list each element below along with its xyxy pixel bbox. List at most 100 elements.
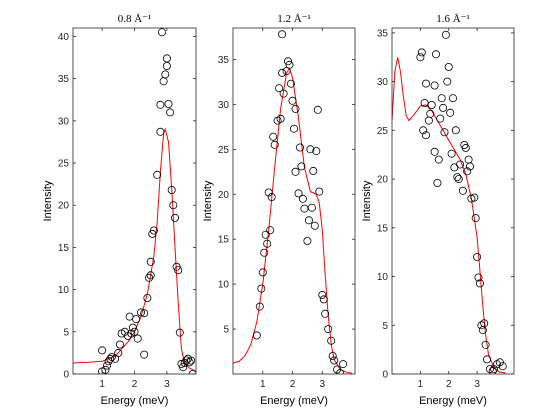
data-point (146, 271, 155, 280)
data-point (315, 187, 324, 196)
data-point (166, 108, 175, 117)
data-point (266, 226, 275, 235)
data-point (427, 101, 436, 110)
data-point (303, 236, 312, 245)
data-point (101, 365, 110, 374)
y-axis-label: Intensity (202, 180, 214, 221)
data-point (446, 108, 455, 117)
data-point (289, 124, 298, 133)
data-point (258, 268, 267, 277)
x-tick-label: 1 (260, 379, 266, 390)
data-point (270, 140, 279, 149)
data-point (481, 340, 490, 349)
y-tick-label: 0 (382, 370, 388, 381)
data-point (300, 204, 309, 213)
data-point (149, 226, 158, 235)
data-point (130, 327, 139, 336)
data-point (488, 367, 497, 374)
data-point (336, 369, 345, 374)
data-point (453, 173, 462, 182)
data-point (263, 239, 272, 248)
data-point (448, 94, 457, 103)
data-point (485, 365, 494, 374)
data-point (430, 147, 439, 156)
y-tick-label: 10 (218, 280, 230, 291)
data-point (490, 365, 499, 374)
x-axis-label: Energy (meV) (419, 395, 487, 407)
y-tick-label: 0 (63, 370, 69, 381)
data-point (291, 104, 300, 113)
data-point (309, 166, 318, 175)
data-point (286, 79, 295, 88)
y-tick-label: 20 (218, 190, 230, 201)
data-point (443, 77, 452, 86)
y-tick-label: 25 (218, 145, 230, 156)
data-point (140, 309, 149, 318)
data-point (106, 354, 115, 363)
y-tick-label: 40 (58, 32, 70, 43)
data-point (167, 185, 176, 194)
y-axis-label: Intensity (361, 180, 373, 221)
data-point (161, 70, 170, 79)
x-tick-label: 2 (290, 379, 296, 390)
y-axis-label: Intensity (42, 180, 54, 221)
data-point (454, 175, 463, 184)
y-tick-label: 15 (58, 243, 70, 254)
data-point (473, 252, 482, 261)
x-tick-label: 1 (418, 379, 424, 390)
data-point (143, 293, 152, 302)
data-point (145, 273, 154, 282)
fit-curve (233, 67, 353, 374)
data-point (492, 360, 501, 369)
data-point (103, 361, 112, 370)
data-point (482, 355, 491, 364)
panel-title: 1.2 Å⁻¹ (277, 13, 311, 25)
data-point (174, 266, 183, 275)
data-point (278, 30, 287, 39)
data-point (310, 221, 319, 230)
data-point (458, 186, 467, 195)
panel-title: 1.6 Å⁻¹ (436, 13, 470, 25)
data-point (159, 77, 168, 86)
y-tick-label: 30 (377, 77, 389, 88)
data-point (417, 48, 426, 57)
x-tick-label: 2 (132, 379, 138, 390)
y-tick-label: 5 (63, 327, 69, 338)
data-point (420, 99, 429, 108)
data-point (291, 167, 300, 176)
data-point (162, 54, 171, 63)
data-point (255, 302, 264, 311)
data-point (169, 201, 178, 210)
y-tick-label: 20 (377, 175, 389, 186)
data-point (288, 96, 297, 105)
data-point (475, 279, 484, 288)
x-axis-label: Energy (meV) (260, 395, 328, 407)
data-point (434, 155, 443, 164)
data-point (276, 114, 285, 123)
data-point (146, 257, 155, 266)
data-point (461, 143, 470, 152)
y-tick-label: 15 (218, 235, 230, 246)
data-point (164, 100, 173, 109)
data-point (298, 194, 307, 203)
data-point (424, 116, 433, 125)
data-point (471, 214, 480, 223)
data-point (474, 273, 483, 282)
data-point (153, 170, 162, 179)
data-point (156, 127, 165, 136)
data-point (115, 340, 124, 349)
data-point (170, 213, 179, 222)
y-tick-label: 30 (218, 100, 230, 111)
y-tick-label: 5 (382, 321, 388, 332)
data-point (313, 105, 322, 114)
data-point (436, 114, 445, 123)
y-tick-label: 25 (377, 126, 389, 137)
data-point (328, 351, 337, 360)
data-point (319, 295, 328, 304)
data-point (279, 89, 288, 98)
data-point (162, 62, 171, 71)
data-point (439, 103, 448, 112)
